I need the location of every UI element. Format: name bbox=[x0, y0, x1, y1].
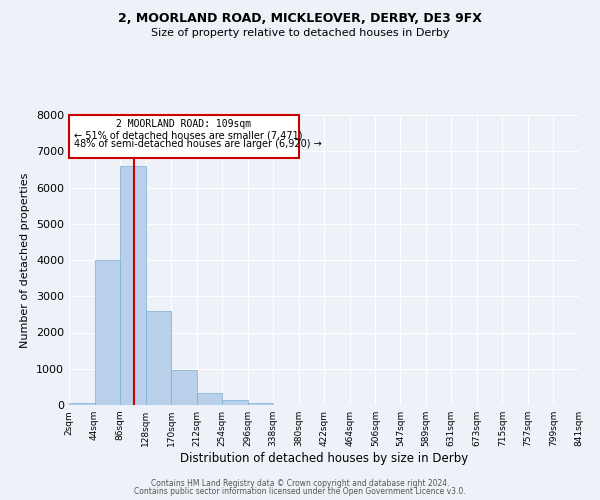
Bar bbox=[222, 400, 248, 405]
Text: Contains HM Land Registry data © Crown copyright and database right 2024.: Contains HM Land Registry data © Crown c… bbox=[151, 478, 449, 488]
Text: Size of property relative to detached houses in Derby: Size of property relative to detached ho… bbox=[151, 28, 449, 38]
Text: 2, MOORLAND ROAD, MICKLEOVER, DERBY, DE3 9FX: 2, MOORLAND ROAD, MICKLEOVER, DERBY, DE3… bbox=[118, 12, 482, 26]
Text: Contains public sector information licensed under the Open Government Licence v3: Contains public sector information licen… bbox=[134, 487, 466, 496]
Text: 48% of semi-detached houses are larger (6,920) →: 48% of semi-detached houses are larger (… bbox=[74, 138, 322, 148]
Bar bbox=[69, 403, 95, 405]
Text: 2 MOORLAND ROAD: 109sqm: 2 MOORLAND ROAD: 109sqm bbox=[116, 120, 251, 130]
Bar bbox=[146, 310, 171, 405]
X-axis label: Distribution of detached houses by size in Derby: Distribution of detached houses by size … bbox=[180, 452, 468, 465]
Bar bbox=[95, 260, 120, 405]
Bar bbox=[248, 403, 273, 405]
Bar bbox=[171, 370, 197, 405]
Bar bbox=[197, 393, 222, 405]
FancyBboxPatch shape bbox=[69, 115, 299, 158]
Text: ← 51% of detached houses are smaller (7,471): ← 51% of detached houses are smaller (7,… bbox=[74, 130, 302, 140]
Bar bbox=[120, 166, 146, 405]
Y-axis label: Number of detached properties: Number of detached properties bbox=[20, 172, 31, 348]
